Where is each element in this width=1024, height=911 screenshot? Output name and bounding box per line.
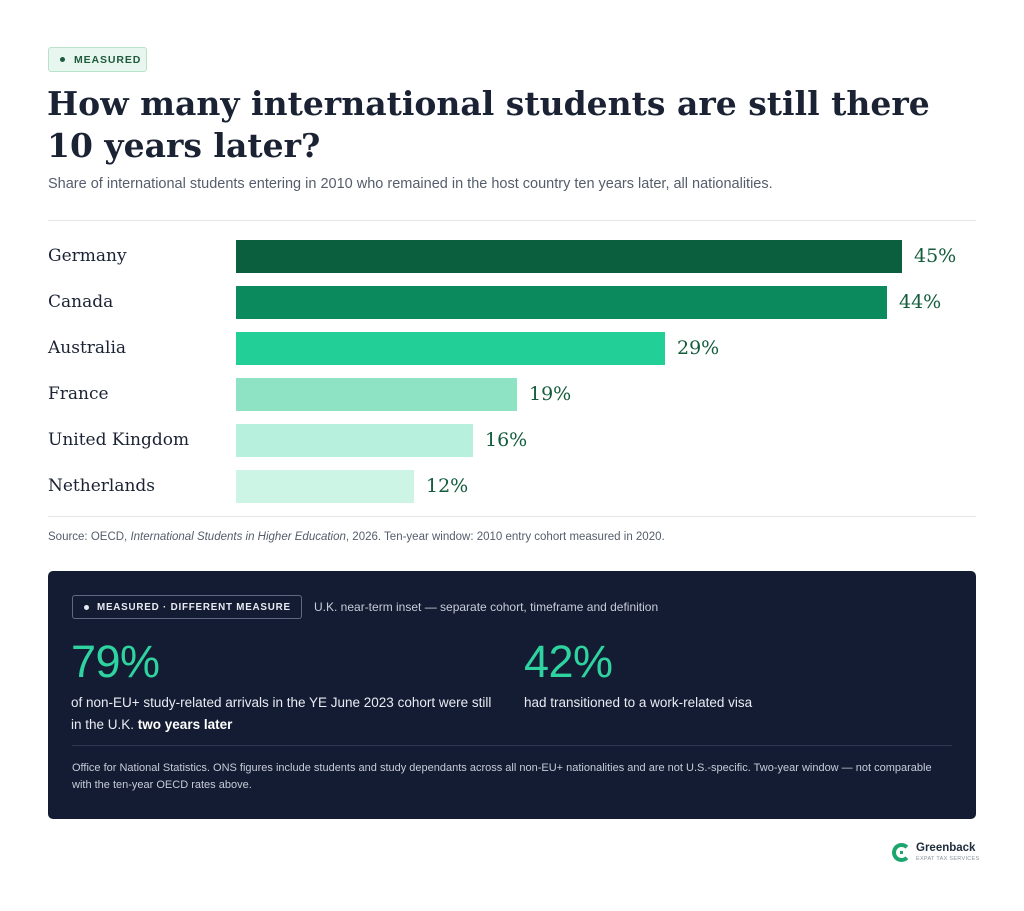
bar xyxy=(236,332,665,365)
category-label: Australia xyxy=(48,338,127,358)
bottom-divider xyxy=(48,516,976,517)
bar-row: Germany 45% xyxy=(0,240,1024,273)
bar xyxy=(236,424,473,457)
bar xyxy=(236,286,887,319)
stat-work-visa: 42% had transitioned to a work-related v… xyxy=(524,634,954,714)
greenback-logo-icon xyxy=(892,843,911,862)
inset-divider xyxy=(72,745,952,746)
category-label: Netherlands xyxy=(48,476,156,496)
greenback-logo: Greenback EXPAT TAX SERVICES xyxy=(892,842,982,864)
bar xyxy=(236,378,517,411)
logo-tagline: EXPAT TAX SERVICES xyxy=(916,856,980,862)
badge-label: MEASURED xyxy=(74,53,142,66)
inset-badge: MEASURED · DIFFERENT MEASURE xyxy=(72,595,302,619)
bar-row: Canada 44% xyxy=(0,286,1024,319)
value-label: 44% xyxy=(899,291,942,313)
inset-badge-label: MEASURED · DIFFERENT MEASURE xyxy=(97,601,291,613)
uk-inset-panel: MEASURED · DIFFERENT MEASURE U.K. near-t… xyxy=(48,571,976,819)
stat-retention-text: of non-EU+ study-related arrivals in the… xyxy=(71,692,501,736)
value-label: 45% xyxy=(914,245,957,267)
value-label: 19% xyxy=(529,383,572,405)
top-divider xyxy=(48,220,976,221)
stat-retention-text-bold: two years later xyxy=(137,717,233,732)
bar xyxy=(236,470,414,503)
source-suffix: , 2026. Ten-year window: 2010 entry coho… xyxy=(345,531,665,543)
badge-dot-icon xyxy=(60,57,65,62)
inset-badge-dot-icon xyxy=(84,604,89,610)
stat-work-visa-number: 42% xyxy=(524,636,613,687)
measured-badge: MEASURED xyxy=(48,47,147,72)
inset-footnote: Office for National Statistics. ONS figu… xyxy=(72,762,932,791)
stat-retention-text-main: of non-EU+ study-related arrivals in the… xyxy=(71,695,492,732)
source-prefix: Source: OECD, xyxy=(48,531,131,543)
category-label: Canada xyxy=(48,292,114,312)
bar-row: Australia 29% xyxy=(0,332,1024,365)
stat-work-visa-text: had transitioned to a work-related visa xyxy=(524,695,753,710)
chart-title: How many international students are stil… xyxy=(47,84,930,165)
bar-row: France 19% xyxy=(0,378,1024,411)
category-label: Germany xyxy=(48,246,127,266)
source-publication: International Students in Higher Educati… xyxy=(130,531,346,543)
inset-description: U.K. near-term inset — separate cohort, … xyxy=(314,600,659,614)
bar-row: United Kingdom 16% xyxy=(0,424,1024,457)
value-label: 12% xyxy=(426,475,469,497)
category-label: France xyxy=(48,384,109,404)
value-label: 16% xyxy=(485,429,528,451)
bar xyxy=(236,240,902,273)
source-note: Source: OECD, International Students in … xyxy=(48,531,988,543)
category-label: United Kingdom xyxy=(48,430,190,450)
bar-row: Netherlands 12% xyxy=(0,470,1024,503)
logo-name: Greenback xyxy=(916,842,976,854)
chart-subtitle: Share of international students entering… xyxy=(48,176,773,192)
value-label: 29% xyxy=(677,337,720,359)
stat-retention: 79% of non-EU+ study-related arrivals in… xyxy=(71,634,501,736)
stat-retention-number: 79% xyxy=(71,636,160,687)
